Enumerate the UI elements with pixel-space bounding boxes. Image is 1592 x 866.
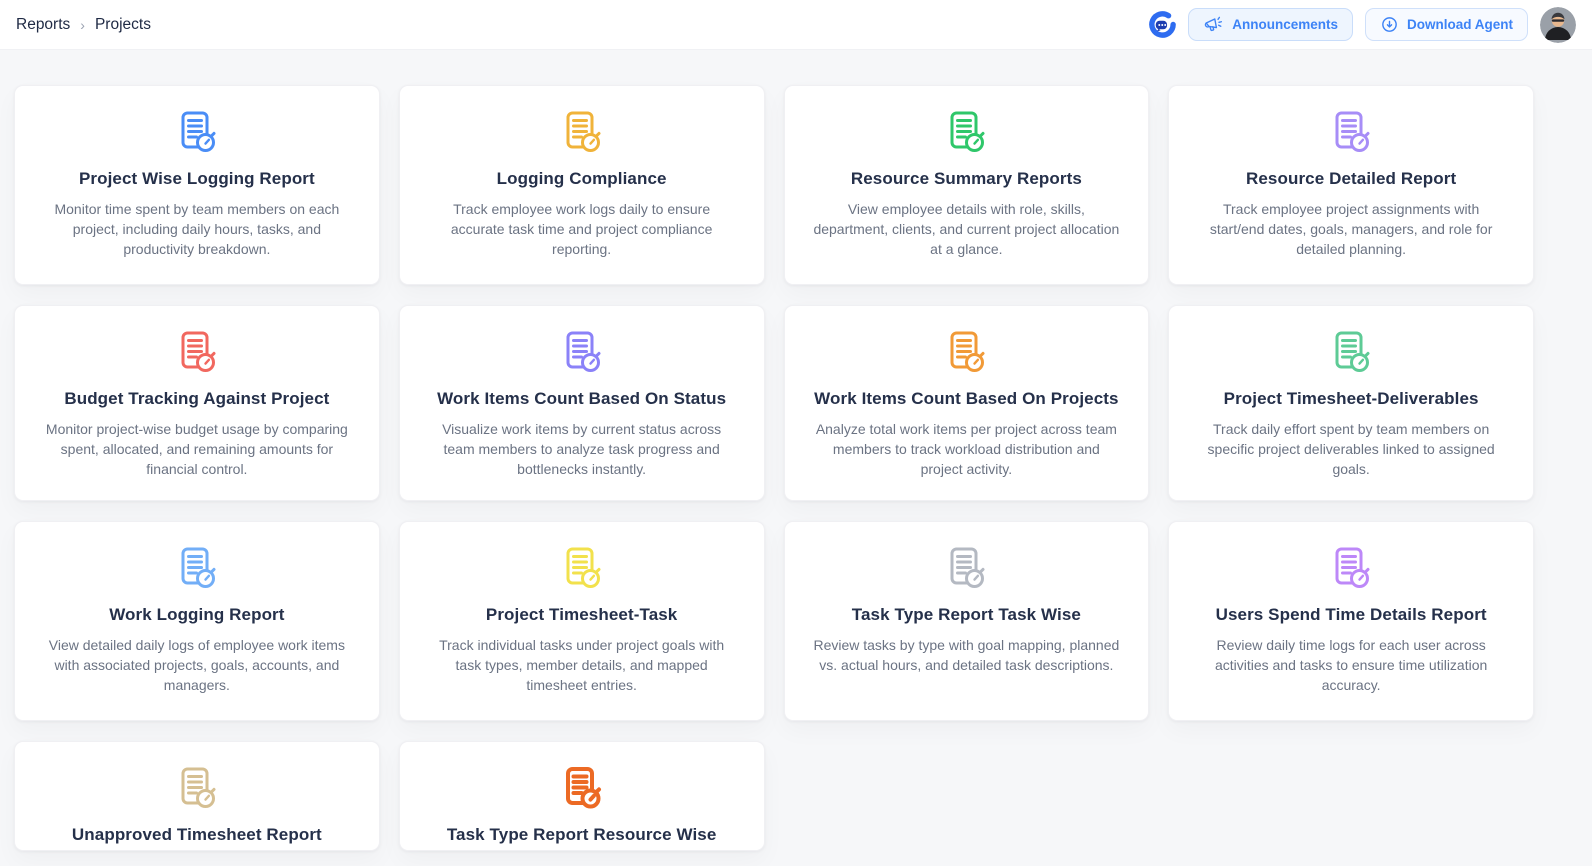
report-card[interactable]: Project Wise Logging Report Monitor time… xyxy=(14,85,380,285)
document-timer-icon xyxy=(943,546,989,592)
report-card[interactable]: Work Items Count Based On Projects Analy… xyxy=(783,305,1150,501)
report-card-title: Project Timesheet-Task xyxy=(485,605,678,624)
breadcrumb-item-projects[interactable]: Projects xyxy=(94,15,151,33)
report-card-title: Task Type Report Resource Wise xyxy=(446,825,717,844)
document-timer-icon xyxy=(559,766,605,812)
report-card-title: Work Items Count Based On Status xyxy=(437,389,727,408)
document-timer-icon xyxy=(174,330,220,376)
content-area: Project Wise Logging Report Monitor time… xyxy=(0,50,1592,851)
report-card-title: Project Timesheet-Deliverables xyxy=(1223,389,1479,408)
announcements-button[interactable]: Announcements xyxy=(1188,8,1353,41)
user-avatar[interactable] xyxy=(1540,6,1576,43)
report-card[interactable]: Budget Tracking Against Project Monitor … xyxy=(14,305,380,501)
report-card-description: Monitor time spent by team members on ea… xyxy=(54,201,340,257)
report-card-description: Review tasks by type with goal mapping, … xyxy=(813,637,1120,673)
report-card-title: Unapproved Timesheet Report xyxy=(71,825,322,844)
chat-logo-icon[interactable] xyxy=(1149,11,1177,38)
document-timer-icon xyxy=(174,766,220,812)
report-card-title: Users Spend Time Details Report xyxy=(1215,605,1487,624)
report-card-description: Analyze total work items per project acr… xyxy=(815,421,1117,477)
report-card-title: Resource Detailed Report xyxy=(1246,169,1457,188)
report-card[interactable]: Unapproved Timesheet Report xyxy=(14,741,380,851)
report-card-description: Track employee work logs daily to ensure… xyxy=(450,201,713,257)
megaphone-icon xyxy=(1203,15,1224,34)
document-timer-icon xyxy=(559,330,605,376)
report-card[interactable]: Project Timesheet-Task Track individual … xyxy=(398,521,765,721)
document-timer-icon xyxy=(174,546,220,592)
report-card-description: View employee details with role, skills,… xyxy=(813,201,1120,257)
report-card-title: Work Logging Report xyxy=(109,605,285,624)
report-card-title: Project Wise Logging Report xyxy=(78,169,315,188)
report-card[interactable]: Work Logging Report View detailed daily … xyxy=(14,521,380,721)
download-agent-button[interactable]: Download Agent xyxy=(1365,8,1528,41)
report-card-title: Budget Tracking Against Project xyxy=(64,389,330,408)
top-bar: Reports › Projects xyxy=(0,0,1592,50)
report-card-description: Track individual tasks under project goa… xyxy=(439,637,725,693)
document-timer-icon xyxy=(174,110,220,156)
report-card[interactable]: Users Spend Time Details Report Review d… xyxy=(1168,521,1534,721)
document-timer-icon xyxy=(1328,330,1374,376)
report-card-description: Track employee project assignments with … xyxy=(1209,201,1493,257)
announcements-button-label: Announcements xyxy=(1232,17,1338,32)
report-card[interactable]: Resource Detailed Report Track employee … xyxy=(1168,85,1534,285)
download-agent-button-label: Download Agent xyxy=(1407,17,1513,32)
report-card-title: Resource Summary Reports xyxy=(850,169,1082,188)
report-card-description: Visualize work items by current status a… xyxy=(442,421,722,477)
report-card-description: Monitor project-wise budget usage by com… xyxy=(45,421,348,477)
report-card-title: Work Items Count Based On Projects xyxy=(814,389,1119,408)
report-card[interactable]: Logging Compliance Track employee work l… xyxy=(398,85,765,285)
document-timer-icon xyxy=(1328,546,1374,592)
document-timer-icon xyxy=(943,110,989,156)
breadcrumb-item-reports[interactable]: Reports xyxy=(16,15,71,33)
report-card-description: Review daily time logs for each user acr… xyxy=(1214,637,1488,693)
document-timer-icon xyxy=(943,330,989,376)
report-card-description: View detailed daily logs of employee wor… xyxy=(48,637,345,693)
breadcrumb: Reports › Projects xyxy=(16,16,151,34)
cloud-download-icon xyxy=(1380,15,1399,34)
breadcrumb-chevron-icon: › xyxy=(80,16,85,33)
reports-grid: Project Wise Logging Report Monitor time… xyxy=(14,85,1534,851)
report-card[interactable]: Project Timesheet-Deliverables Track dai… xyxy=(1168,305,1534,501)
report-card-title: Logging Compliance xyxy=(496,169,667,188)
report-card-description: Track daily effort spent by team members… xyxy=(1207,421,1495,477)
report-card[interactable]: Task Type Report Resource Wise xyxy=(398,741,765,851)
document-timer-icon xyxy=(559,546,605,592)
report-card-title: Task Type Report Task Wise xyxy=(851,605,1081,624)
report-card[interactable]: Work Items Count Based On Status Visuali… xyxy=(398,305,765,501)
report-card[interactable]: Resource Summary Reports View employee d… xyxy=(783,85,1150,285)
header-actions: Announcements Download Agent xyxy=(1149,6,1576,43)
document-timer-icon xyxy=(559,110,605,156)
document-timer-icon xyxy=(1328,110,1374,156)
report-card[interactable]: Task Type Report Task Wise Review tasks … xyxy=(783,521,1150,721)
